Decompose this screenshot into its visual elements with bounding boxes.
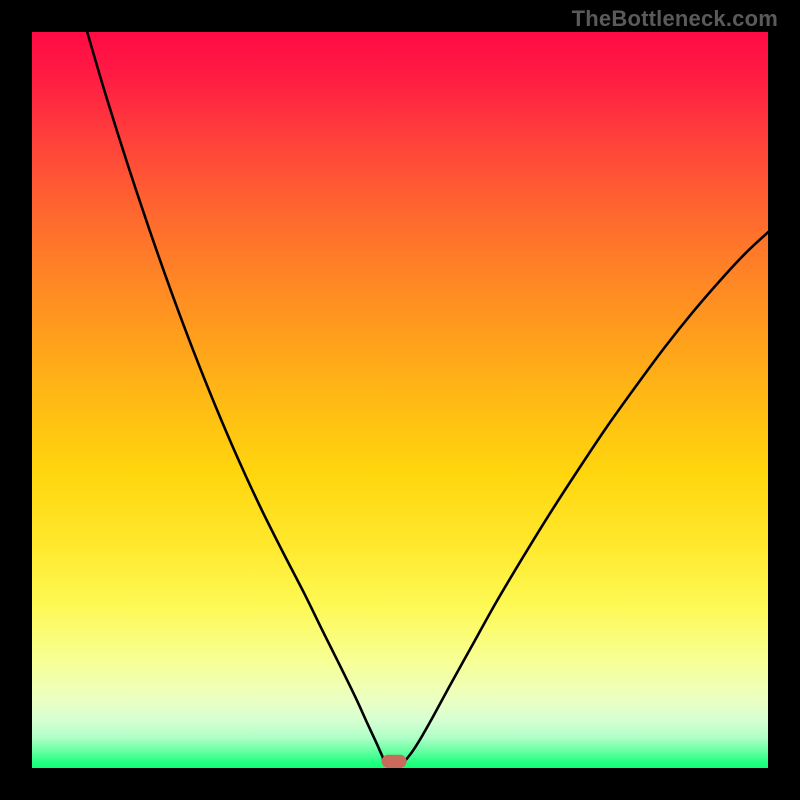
plot-area [32, 32, 768, 768]
minimum-marker [382, 755, 407, 768]
chart-frame: TheBottleneck.com [0, 0, 800, 800]
curve-overlay [32, 32, 768, 768]
bottleneck-curve [87, 32, 768, 762]
watermark-text: TheBottleneck.com [572, 6, 778, 32]
